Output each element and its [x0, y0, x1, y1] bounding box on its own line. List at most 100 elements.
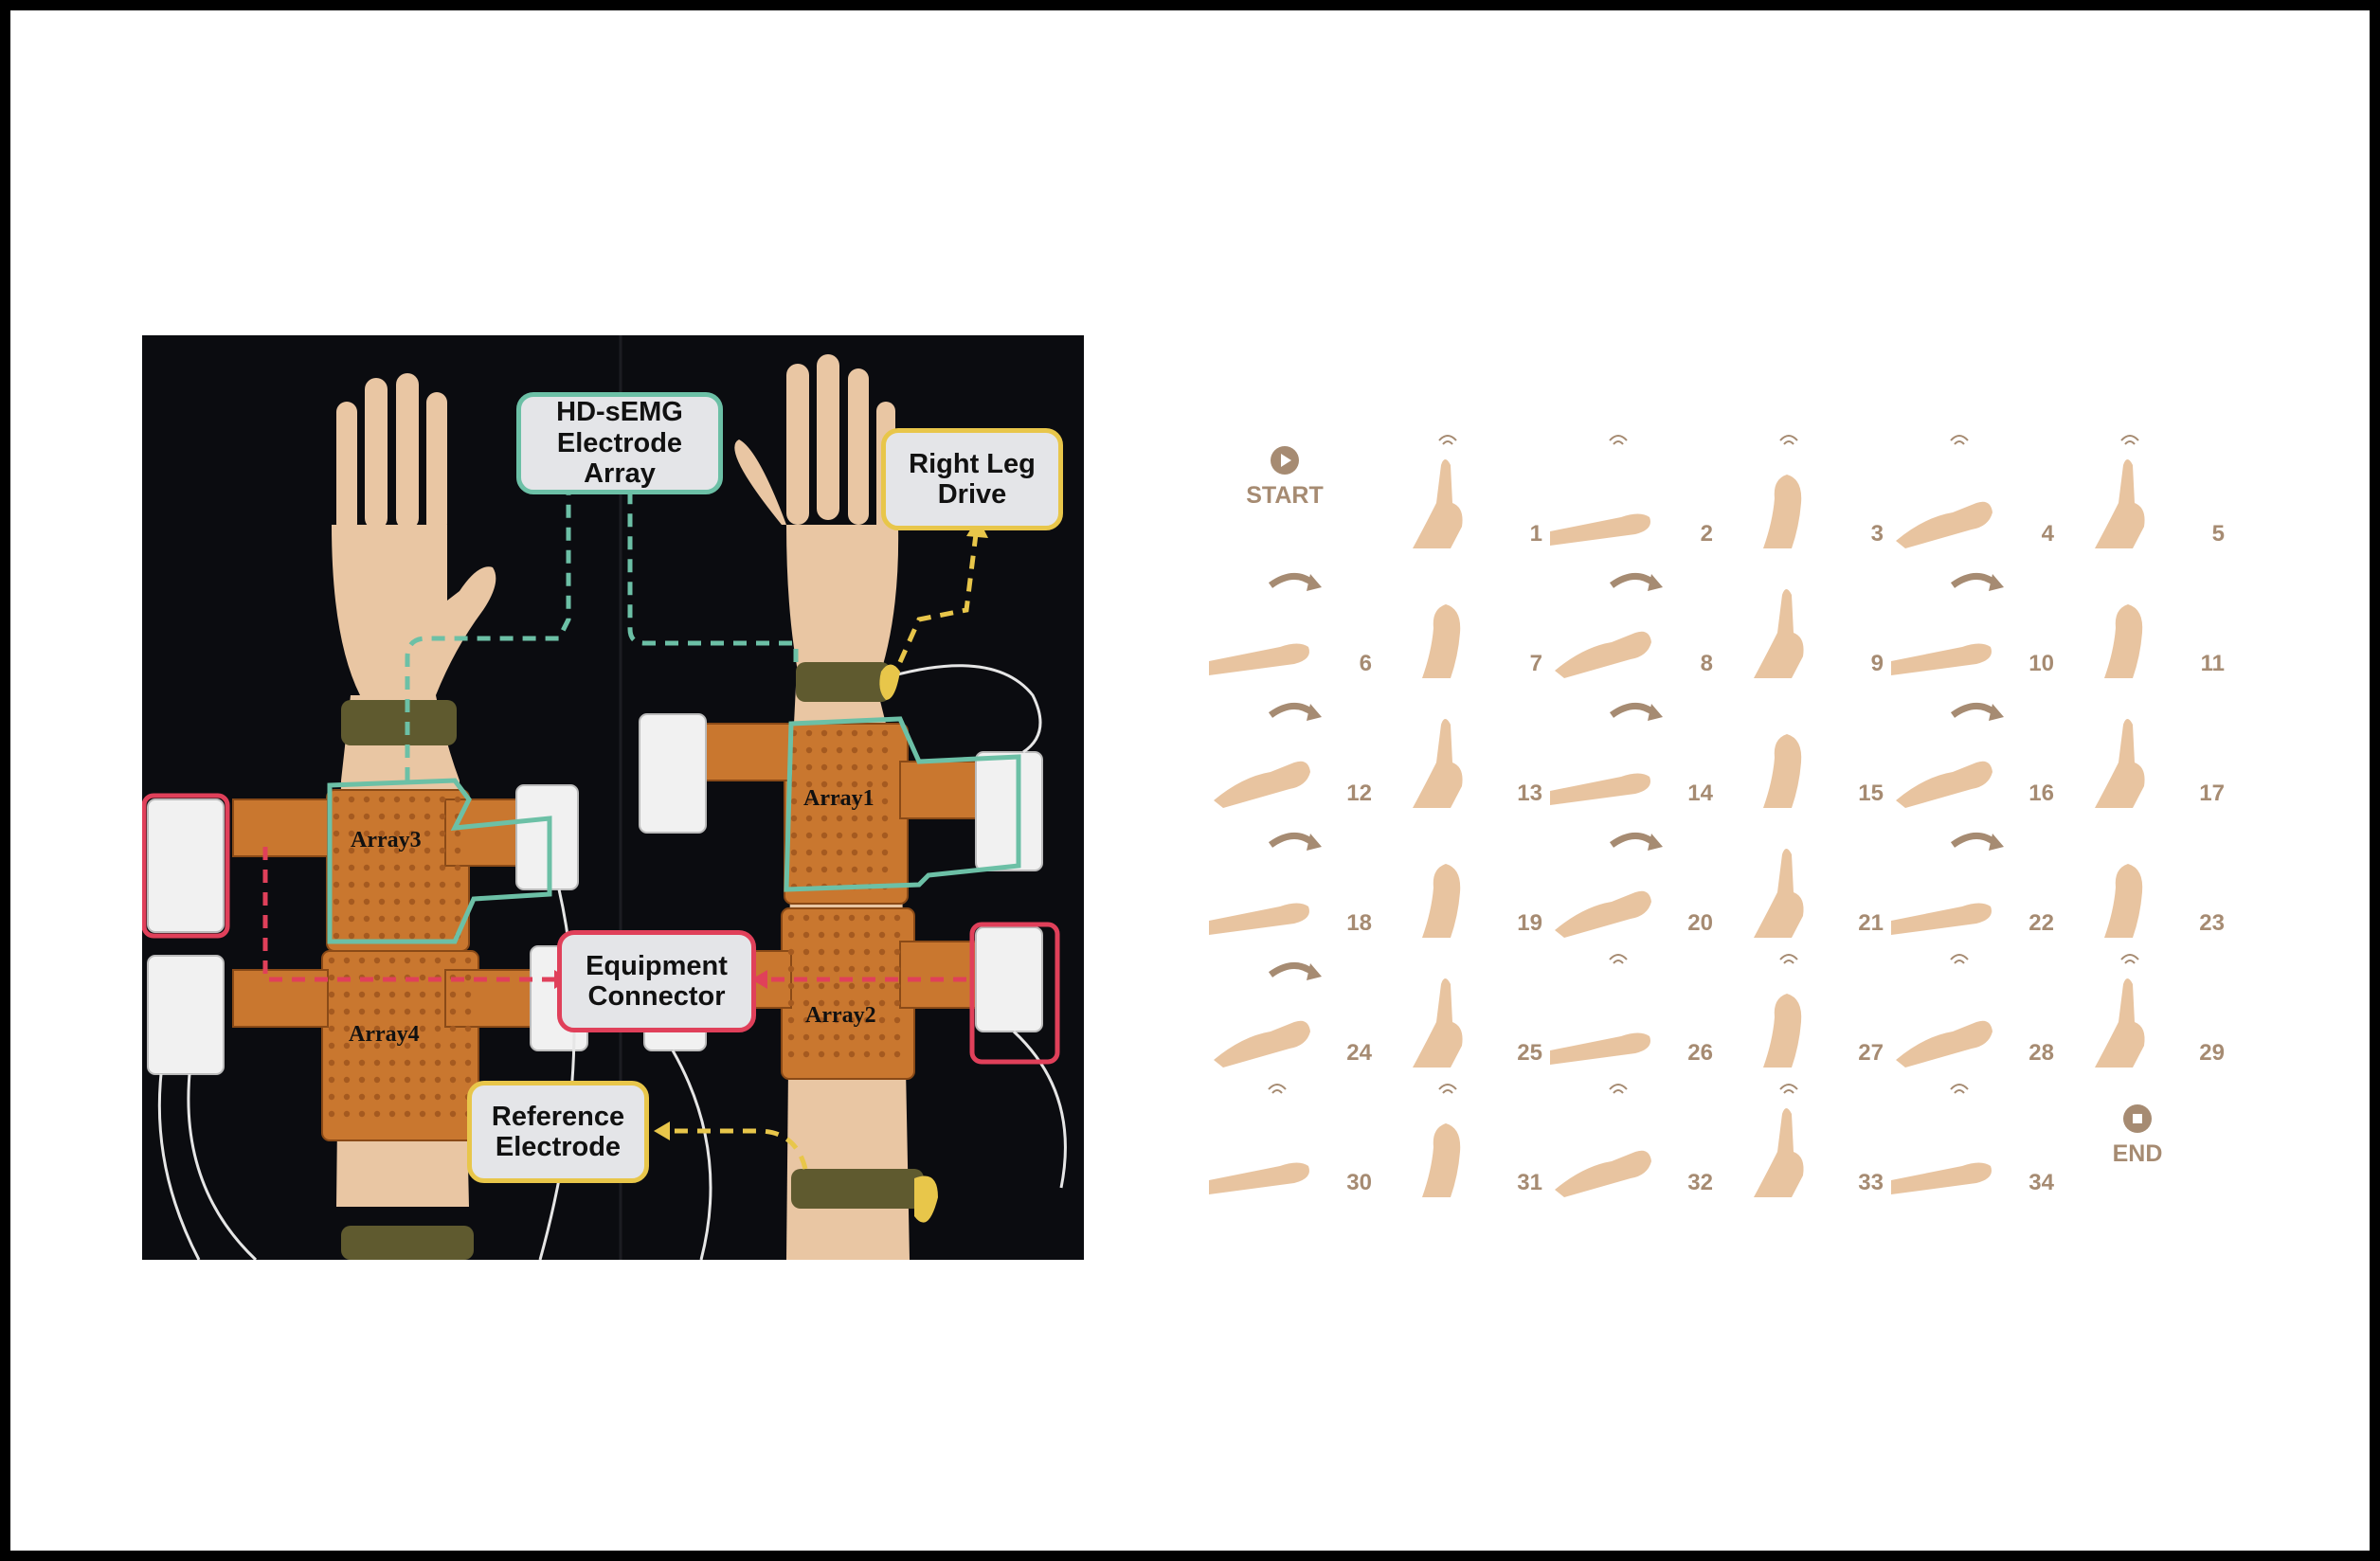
hand-gesture-icon [1763, 435, 1802, 548]
equipment-connector-label: Equipment Connector [557, 930, 756, 1032]
hand-gesture-icon [1550, 954, 1650, 1065]
gesture-number: 25 [1517, 1040, 1542, 1066]
gesture-number: 17 [2199, 780, 2225, 806]
gesture-cell: 25 [1375, 946, 1550, 1074]
gesture-number: 14 [1687, 780, 1713, 806]
hand-gesture-icon [1555, 1084, 1651, 1197]
gesture-cell: 13 [1375, 687, 1550, 815]
gesture-cell: 32 [1545, 1076, 1721, 1204]
hand-gesture-icon [1550, 435, 1650, 546]
gesture-number: 13 [1517, 780, 1542, 806]
gesture-cell: 1 [1375, 427, 1550, 555]
gesture-cell: 10 [1886, 557, 2062, 685]
gesture-number: 16 [2028, 780, 2054, 806]
gesture-cell: 30 [1204, 1076, 1379, 1204]
hand-gesture-icon [1754, 589, 1804, 678]
array-outlines [327, 716, 1021, 944]
gesture-number: 11 [2200, 651, 2225, 676]
gesture-number: 27 [1858, 1040, 1884, 1066]
hand-gesture-icon [2095, 719, 2145, 808]
end-marker: END [2066, 1104, 2209, 1168]
gesture-cell: 9 [1716, 557, 1891, 685]
gesture-cell: 21 [1716, 816, 1891, 944]
start-marker: START [1214, 446, 1356, 510]
hand-gesture-icon [1422, 604, 1461, 678]
start-label: START [1246, 482, 1324, 509]
array4-label: Array4 [349, 1022, 420, 1047]
gesture-number: 10 [2028, 651, 2054, 676]
gesture-cell: 34 [1886, 1076, 2062, 1204]
dashed-arrows [262, 468, 979, 1170]
gesture-number: 29 [2199, 1040, 2225, 1066]
gesture-cell: 18 [1204, 816, 1379, 944]
gesture-number: 24 [1346, 1040, 1372, 1066]
gesture-number: 22 [2028, 910, 2054, 936]
gesture-cell: 16 [1886, 687, 2062, 815]
hand-gesture-icon [2095, 954, 2145, 1068]
hand-gesture-icon [2095, 435, 2145, 548]
hand-gesture-icon [1214, 703, 1322, 808]
left-hand [332, 373, 496, 695]
gesture-number: 8 [1700, 651, 1713, 676]
hand-gesture-icon [1413, 719, 1463, 808]
reference-electrode-pad [914, 1175, 938, 1223]
hand-gesture-icon [1896, 435, 1992, 548]
gesture-cell: 3 [1716, 427, 1891, 555]
gesture-number: 21 [1858, 910, 1884, 936]
gesture-number: 26 [1687, 1040, 1713, 1066]
gesture-number: 4 [2041, 521, 2054, 547]
gesture-cell: 5 [2057, 427, 2232, 555]
gesture-cell: 22 [1886, 816, 2062, 944]
hand-gesture-icon [1891, 573, 2004, 675]
hand-gesture-icon [1763, 954, 1802, 1068]
gesture-number: 33 [1858, 1170, 1884, 1195]
hand-gesture-icon [1422, 864, 1461, 938]
hand-gesture-icon [1763, 734, 1802, 808]
connector-outlines [142, 793, 1060, 1065]
hand-gesture-icon [1896, 954, 1992, 1068]
wires [157, 664, 1067, 1260]
left-elbow-strap [341, 1226, 474, 1260]
electrode-setup-photo: HD-sEMG Electrode Array Right Leg Drive … [142, 335, 1084, 1260]
figure-canvas: HD-sEMG Electrode Array Right Leg Drive … [10, 10, 2370, 1551]
hand-gesture-icon [1214, 962, 1322, 1068]
gesture-cell: 14 [1545, 687, 1721, 815]
gesture-number: 19 [1517, 910, 1542, 936]
hand-gesture-icon [1555, 573, 1663, 678]
gesture-number: 32 [1687, 1170, 1713, 1195]
hand-gesture-icon [1422, 1084, 1461, 1197]
hand-gesture-icon [1754, 849, 1804, 938]
right-leg-drive-label: Right Leg Drive [881, 428, 1063, 530]
hd-semg-label: HD-sEMG Electrode Array [516, 392, 723, 494]
play-icon [1271, 446, 1299, 475]
hand-gesture-icon [2104, 604, 2143, 678]
hand-gesture-icon [1891, 833, 2004, 935]
gesture-cell: 2 [1545, 427, 1721, 555]
gesture-number: 15 [1858, 780, 1884, 806]
hand-gesture-icon [1891, 1084, 1992, 1194]
gesture-cell: 27 [1716, 946, 1891, 1074]
gesture-number: 31 [1517, 1170, 1542, 1195]
gesture-number: 7 [1529, 651, 1542, 676]
gesture-number: 18 [1346, 910, 1372, 936]
hand-gesture-icon [1209, 833, 1322, 935]
gesture-number: 12 [1346, 780, 1372, 806]
hand-gesture-icon [1209, 573, 1322, 675]
gesture-cell: 24 [1204, 946, 1379, 1074]
right-elbow-strap [791, 1169, 924, 1209]
gesture-number: 28 [2028, 1040, 2054, 1066]
gesture-cell: 11 [2057, 557, 2232, 685]
gesture-number: 30 [1346, 1170, 1372, 1195]
gesture-cell: 26 [1545, 946, 1721, 1074]
gesture-cell: 28 [1886, 946, 2062, 1074]
gesture-cell: 7 [1375, 557, 1550, 685]
gesture-cell: 15 [1716, 687, 1891, 815]
gesture-cell: 4 [1886, 427, 2062, 555]
gesture-number: 6 [1359, 651, 1372, 676]
gesture-cell: 12 [1204, 687, 1379, 815]
hand-gesture-icon [2104, 864, 2143, 938]
gesture-cell: 31 [1375, 1076, 1550, 1204]
gesture-number: 23 [2199, 910, 2225, 936]
hand-gesture-icon [1209, 1084, 1309, 1194]
gesture-number: 2 [1700, 521, 1713, 547]
